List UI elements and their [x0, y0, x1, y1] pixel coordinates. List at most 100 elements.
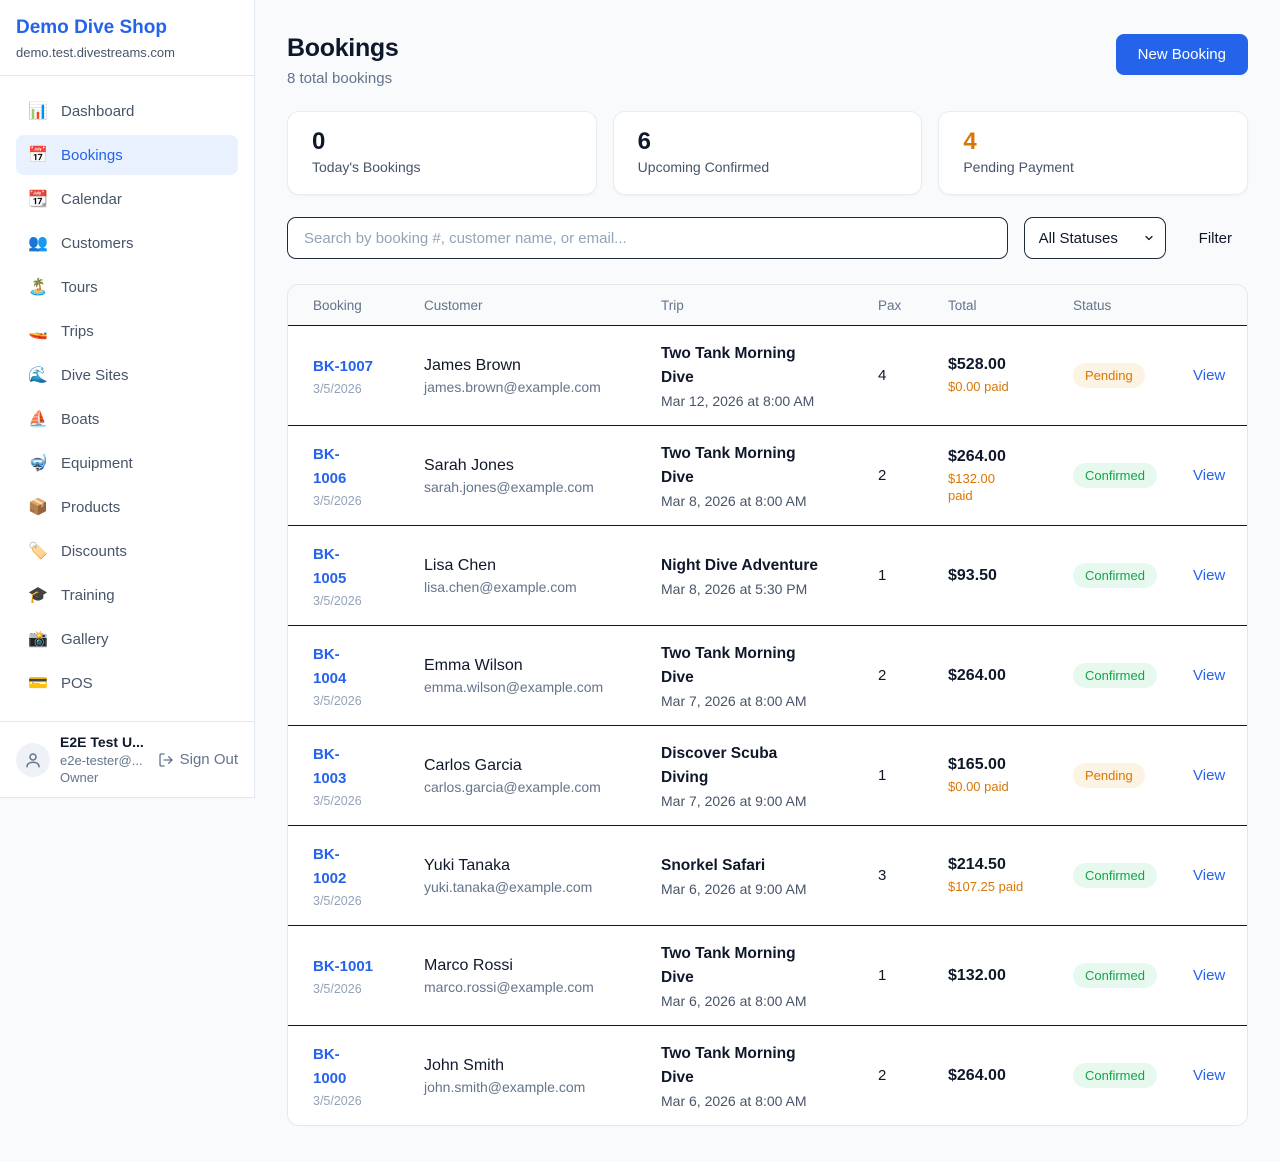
status-badge: Confirmed [1073, 1063, 1157, 1088]
sidebar-item-dashboard[interactable]: 📊 Dashboard [16, 91, 238, 131]
filter-row: All Statuses Filter [287, 217, 1248, 259]
sidebar-item-label: Training [61, 586, 115, 604]
sidebar-item-pos[interactable]: 💳 POS [16, 663, 238, 703]
sidebar-item-label: Tours [61, 278, 98, 296]
sidebar-item-boats[interactable]: ⛵ Boats [16, 399, 238, 439]
booking-created-date: 3/5/2026 [313, 794, 362, 808]
sidebar-item-tours[interactable]: 🏝️ Tours [16, 267, 238, 307]
page-header: Bookings 8 total bookings New Booking [287, 34, 1248, 87]
stat-label: Today's Bookings [312, 159, 421, 175]
stat-value: 0 [312, 128, 326, 155]
customer-name: Lisa Chen [424, 556, 497, 574]
booking-id-link[interactable]: BK- 1006 [313, 446, 347, 487]
table-row: BK- 1000 3/5/2026 John Smith john.smith@… [288, 1025, 1247, 1125]
dive-sites-icon: 🌊 [28, 367, 48, 384]
trip-datetime: Mar 8, 2026 at 5:30 PM [661, 581, 808, 597]
booking-id-link[interactable]: BK-1007 [313, 358, 374, 375]
user-icon [26, 752, 40, 767]
sidebar-item-discounts[interactable]: 🏷️ Discounts [16, 531, 238, 571]
booking-created-date: 3/5/2026 [313, 494, 362, 508]
status-badge: Confirmed [1073, 463, 1157, 488]
sidebar-item-label: Customers [61, 234, 134, 252]
sidebar-item-calendar[interactable]: 📆 Calendar [16, 179, 238, 219]
sidebar-item-label: Equipment [61, 454, 133, 472]
stat-value: 4 [963, 128, 977, 155]
view-link[interactable]: View [1193, 366, 1226, 384]
view-link[interactable]: View [1193, 666, 1226, 684]
brand-block: Demo Dive Shop demo.test.divestreams.com [0, 0, 254, 76]
status-select[interactable]: All Statuses [1023, 217, 1166, 259]
booking-id-link[interactable]: BK-1001 [313, 958, 374, 975]
booking-created-date: 3/5/2026 [313, 894, 362, 908]
status-badge: Confirmed [1073, 563, 1157, 588]
trip-datetime: Mar 6, 2026 at 8:00 AM [661, 1093, 807, 1109]
customers-icon: 👥 [28, 235, 48, 252]
page-title: Bookings [287, 34, 399, 62]
trip-name: Two Tank Morning Dive [661, 945, 796, 986]
sidebar-item-training[interactable]: 🎓 Training [16, 575, 238, 615]
customer-email: lisa.chen@example.com [424, 578, 577, 595]
sidebar-item-equipment[interactable]: 🤿 Equipment [16, 443, 238, 483]
booking-id-link[interactable]: BK- 1003 [313, 746, 347, 787]
booking-id-link[interactable]: BK- 1002 [313, 846, 347, 887]
sidebar-item-products[interactable]: 📦 Products [16, 487, 238, 527]
dashboard-icon: 📊 [28, 103, 48, 120]
new-booking-button[interactable]: New Booking [1115, 34, 1248, 75]
status-badge: Confirmed [1073, 663, 1157, 688]
sidebar-nav: 📊 Dashboard 📅 Bookings 📆 Calendar 👥 Cust… [0, 76, 254, 715]
trip-name: Two Tank Morning Dive [661, 645, 796, 686]
customer-email: emma.wilson@example.com [424, 678, 604, 695]
brand-name[interactable]: Demo Dive Shop [16, 17, 167, 38]
sidebar-item-dive-sites[interactable]: 🌊 Dive Sites [16, 355, 238, 395]
calendar-icon: 📆 [28, 191, 48, 208]
booking-created-date: 3/5/2026 [313, 982, 362, 996]
sidebar-item-gallery[interactable]: 📸 Gallery [16, 619, 238, 659]
customer-name: Emma Wilson [424, 656, 523, 674]
brand-domain: demo.test.divestreams.com [16, 45, 175, 60]
booking-id-link[interactable]: BK- 1005 [313, 546, 347, 587]
customer-name: James Brown [424, 356, 521, 374]
paid-amount: $0.00 paid [948, 779, 1009, 794]
view-link[interactable]: View [1193, 866, 1226, 884]
view-link[interactable]: View [1193, 766, 1226, 784]
trip-datetime: Mar 8, 2026 at 8:00 AM [661, 493, 807, 509]
sign-out-button[interactable]: Sign Out [158, 751, 238, 768]
user-name: E2E Test U... [60, 734, 144, 750]
gallery-icon: 📸 [28, 631, 48, 648]
column-header: Total [948, 297, 977, 313]
table-row: BK- 1004 3/5/2026 Emma Wilson emma.wilso… [288, 625, 1247, 725]
total-amount: $214.50 [948, 856, 1006, 873]
table-row: BK- 1002 3/5/2026 Yuki Tanaka yuki.tanak… [288, 825, 1247, 925]
table-row: BK- 1006 3/5/2026 Sarah Jones sarah.jone… [288, 425, 1247, 525]
stat-card: 0 Today's Bookings [287, 111, 597, 195]
booking-id-link[interactable]: BK- 1000 [313, 1046, 347, 1087]
page-subtitle: 8 total bookings [287, 70, 393, 87]
boats-icon: ⛵ [28, 411, 48, 428]
column-header: Customer [424, 297, 483, 313]
column-header: Booking [313, 297, 362, 313]
view-link[interactable]: View [1193, 466, 1226, 484]
customer-email: john.smith@example.com [424, 1078, 586, 1095]
pax-count: 1 [878, 567, 887, 584]
pax-count: 1 [878, 767, 887, 784]
customer-email: carlos.garcia@example.com [424, 778, 601, 795]
status-badge: Confirmed [1073, 963, 1157, 988]
user-section: E2E Test U... e2e-tester@... Owner Sign … [0, 721, 254, 797]
booking-created-date: 3/5/2026 [313, 1094, 362, 1108]
pax-count: 4 [878, 367, 887, 384]
booking-id-link[interactable]: BK- 1004 [313, 646, 347, 687]
filter-button[interactable]: Filter [1198, 229, 1232, 247]
view-link[interactable]: View [1193, 966, 1226, 984]
total-amount: $165.00 [948, 756, 1006, 773]
trip-datetime: Mar 6, 2026 at 9:00 AM [661, 881, 807, 897]
trip-name: Two Tank Morning Dive [661, 1045, 796, 1086]
sidebar-item-bookings[interactable]: 📅 Bookings [16, 135, 238, 175]
view-link[interactable]: View [1193, 1066, 1226, 1084]
view-link[interactable]: View [1193, 566, 1226, 584]
user-role: Owner [60, 770, 99, 785]
sidebar-item-customers[interactable]: 👥 Customers [16, 223, 238, 263]
sidebar-item-label: Gallery [61, 630, 109, 648]
table-row: BK-1001 3/5/2026 Marco Rossi marco.rossi… [288, 925, 1247, 1025]
sidebar-item-trips[interactable]: 🚤 Trips [16, 311, 238, 351]
search-input[interactable] [287, 217, 1008, 259]
